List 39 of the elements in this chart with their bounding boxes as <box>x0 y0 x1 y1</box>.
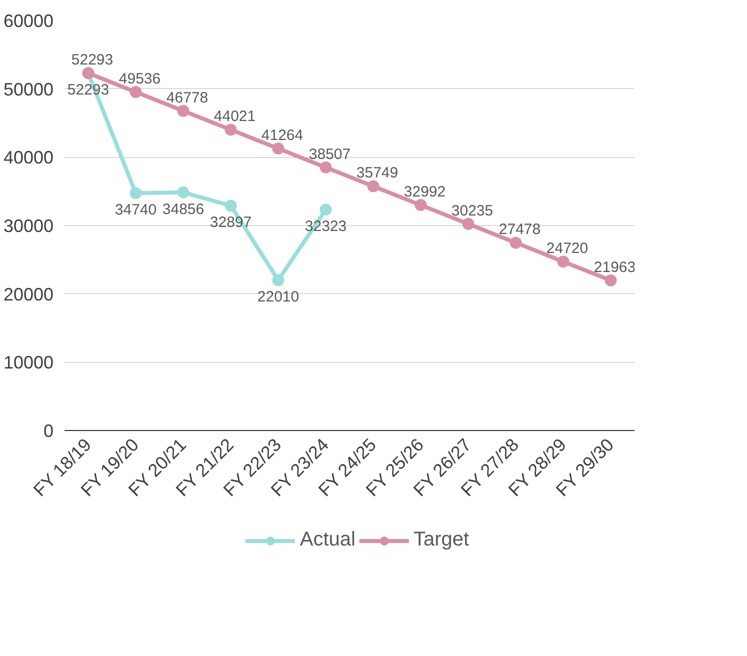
y-tick-label: 50000 <box>3 79 54 100</box>
point <box>320 204 332 216</box>
y-tick-label: 40000 <box>3 148 54 168</box>
point <box>272 142 284 155</box>
point <box>272 274 284 286</box>
point <box>320 161 332 174</box>
legend-label: Target <box>414 528 470 552</box>
data-label: 41264 <box>261 127 304 144</box>
point <box>130 187 142 200</box>
data-label: 32992 <box>404 184 446 201</box>
data-label: 24720 <box>546 240 588 258</box>
point <box>557 256 570 268</box>
data-label: 22010 <box>257 288 300 306</box>
point <box>510 236 522 249</box>
point <box>130 86 142 98</box>
point <box>604 274 617 286</box>
y-tick-label: 0 <box>43 421 54 441</box>
point <box>224 200 237 212</box>
y-tick-label: 30000 <box>3 216 54 236</box>
data-label: 30235 <box>451 202 494 220</box>
point <box>462 218 474 230</box>
data-label: 38507 <box>308 146 351 163</box>
data-label: 34740 <box>114 202 157 219</box>
data-label: 52293 <box>71 52 114 69</box>
point <box>177 186 190 198</box>
data-label: 44021 <box>214 108 256 126</box>
data-label: 49536 <box>118 70 161 88</box>
data-label: 27478 <box>498 221 541 238</box>
data-label: 34856 <box>162 200 204 218</box>
point <box>367 180 380 192</box>
data-label: 35749 <box>356 164 398 182</box>
y-tick-label: 60000 <box>3 11 54 31</box>
point <box>177 104 190 117</box>
y-tick-label: 20000 <box>3 284 54 304</box>
legend-label: Actual <box>300 528 356 552</box>
point <box>224 124 237 136</box>
data-label: 46778 <box>166 89 208 106</box>
point <box>414 199 427 212</box>
y-tick-label: 10000 <box>3 352 54 373</box>
